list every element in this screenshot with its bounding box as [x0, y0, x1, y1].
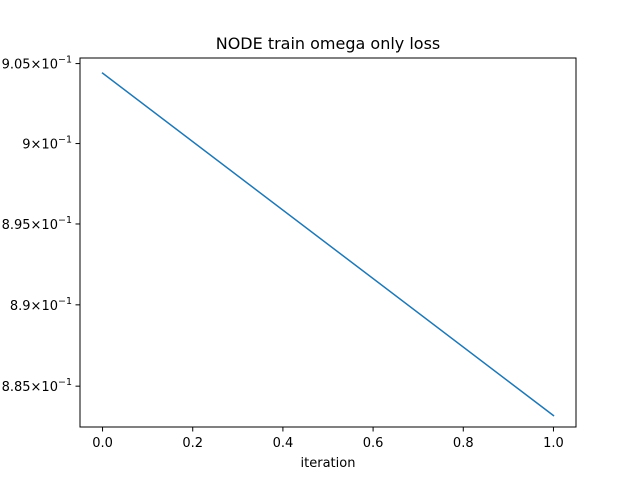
x-tick-label-4: 0.8 — [453, 436, 474, 451]
x-tick-label-2: 0.4 — [273, 436, 294, 451]
y-tick-label-0: 9.05×10−1 — [2, 55, 72, 73]
y-tick-label-3: 8.9×10−1 — [10, 296, 72, 314]
y-axis-ticks: 9.05×10−1 9×10−1 8.95×10−1 8.9×10−1 8.85×10−… — [2, 55, 80, 395]
x-axis-ticks: 0.0 0.2 0.4 0.6 0.8 1.0 — [92, 427, 564, 451]
plot-area — [101, 72, 555, 417]
y-tick-label-4: 8.85×10−1 — [2, 377, 72, 395]
x-tick-label-5: 1.0 — [543, 436, 564, 451]
series-line-0 — [101, 72, 555, 417]
x-tick-label-3: 0.6 — [363, 436, 384, 451]
x-axis-label: iteration — [301, 456, 356, 471]
y-tick-label-1: 9×10−1 — [22, 135, 72, 153]
y-tick-label-2: 8.95×10−1 — [2, 215, 72, 233]
x-tick-label-1: 0.2 — [182, 436, 203, 451]
axes-frame — [79, 57, 577, 428]
x-tick-label-0: 0.0 — [92, 436, 113, 451]
chart-title: NODE train omega only loss — [216, 34, 441, 53]
